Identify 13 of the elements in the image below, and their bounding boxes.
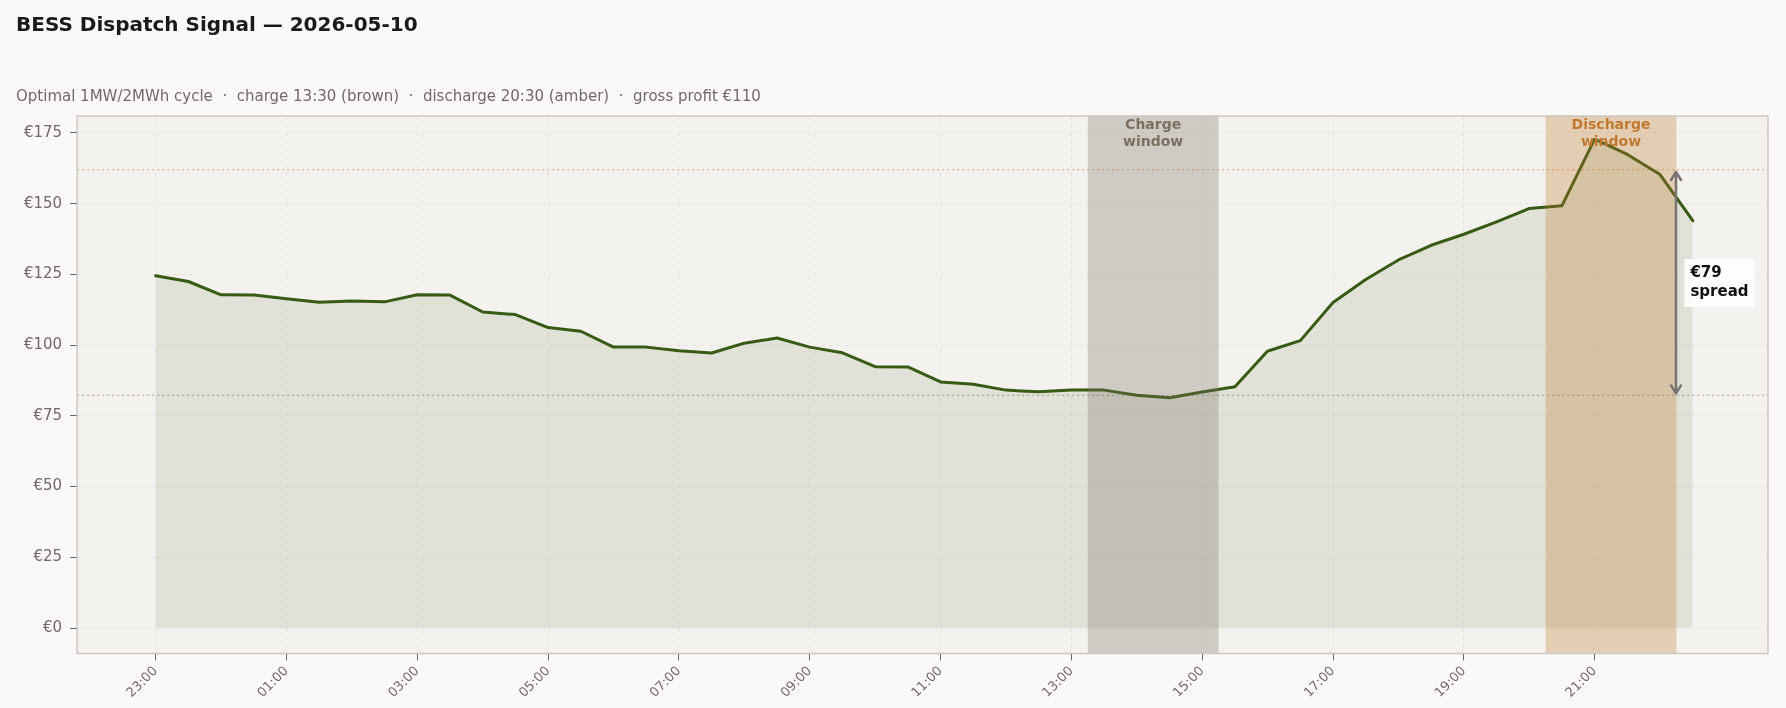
y-tick-label: €150	[23, 193, 63, 212]
y-tick-label: €125	[23, 264, 63, 283]
y-tick-label: €75	[33, 405, 63, 424]
band-label: Discharge window	[1571, 115, 1651, 149]
y-tick-label: €25	[33, 547, 63, 566]
annotation: €79 spread	[1689, 263, 1749, 301]
band-label: Charge window	[1123, 115, 1184, 149]
y-tick-label: €100	[23, 335, 63, 354]
y-tick-label: €0	[43, 617, 63, 636]
chart-subtitle: Optimal 1MW/2MWh cycle · charge 13:30 (brown) · discharge 20:30 (amber) · gross profit €110	[16, 86, 761, 105]
y-tick-label: €175	[23, 122, 63, 141]
chart-title: BESS Dispatch Signal — 2026-05-10	[16, 12, 418, 37]
y-tick-label: €50	[33, 476, 63, 495]
